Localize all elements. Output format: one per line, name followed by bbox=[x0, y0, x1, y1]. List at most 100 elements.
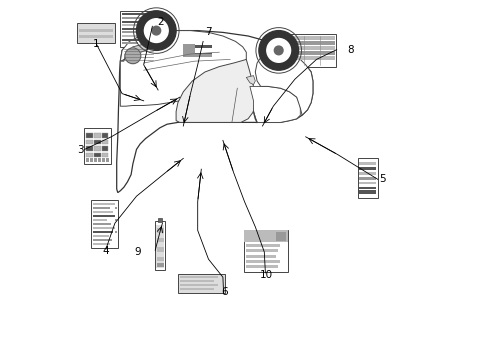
Bar bbox=[93, 235, 108, 237]
Text: 3: 3 bbox=[77, 145, 84, 156]
Bar bbox=[289, 41, 334, 45]
Bar bbox=[122, 31, 135, 33]
Polygon shape bbox=[249, 86, 300, 122]
Bar bbox=[122, 17, 141, 19]
Bar bbox=[195, 45, 211, 48]
Bar bbox=[195, 53, 211, 55]
Bar bbox=[94, 147, 101, 150]
Bar bbox=[180, 280, 214, 282]
Circle shape bbox=[136, 11, 176, 50]
Circle shape bbox=[152, 26, 161, 35]
Bar bbox=[275, 231, 286, 241]
Bar bbox=[246, 244, 280, 247]
FancyBboxPatch shape bbox=[180, 40, 215, 61]
Bar bbox=[357, 158, 377, 198]
Bar bbox=[86, 147, 93, 150]
Bar bbox=[77, 23, 115, 43]
Text: 5: 5 bbox=[378, 174, 385, 184]
Bar bbox=[93, 239, 112, 242]
Text: 6: 6 bbox=[221, 287, 227, 297]
Bar bbox=[98, 158, 101, 162]
Text: 1: 1 bbox=[93, 39, 99, 49]
Bar bbox=[359, 172, 375, 175]
Bar bbox=[244, 230, 287, 242]
Bar bbox=[155, 221, 165, 270]
Polygon shape bbox=[120, 43, 162, 61]
Bar bbox=[289, 46, 334, 50]
Bar bbox=[93, 215, 114, 217]
Text: 8: 8 bbox=[346, 45, 353, 55]
Bar bbox=[359, 192, 375, 194]
Bar bbox=[156, 257, 163, 261]
Bar bbox=[94, 153, 101, 157]
Bar bbox=[79, 35, 113, 38]
Bar bbox=[90, 158, 93, 162]
Bar bbox=[122, 21, 145, 23]
Bar bbox=[93, 211, 113, 213]
Bar bbox=[102, 147, 108, 150]
Circle shape bbox=[144, 19, 168, 42]
Text: 9: 9 bbox=[134, 247, 141, 257]
Bar bbox=[180, 284, 218, 286]
Bar bbox=[359, 190, 375, 194]
Bar bbox=[246, 260, 280, 263]
Bar bbox=[102, 140, 108, 144]
Bar bbox=[91, 200, 118, 248]
Bar bbox=[84, 128, 111, 164]
Polygon shape bbox=[255, 53, 312, 115]
Bar bbox=[246, 265, 277, 268]
Bar bbox=[93, 219, 107, 221]
Bar bbox=[180, 288, 214, 291]
Bar bbox=[93, 243, 110, 246]
Bar bbox=[246, 255, 275, 258]
Text: 2: 2 bbox=[157, 17, 164, 27]
Circle shape bbox=[125, 48, 141, 64]
Bar bbox=[156, 228, 163, 233]
Text: 4: 4 bbox=[102, 246, 109, 256]
Bar bbox=[289, 51, 334, 55]
Circle shape bbox=[266, 39, 290, 62]
Bar bbox=[359, 182, 375, 184]
Bar bbox=[359, 162, 375, 165]
Bar bbox=[289, 36, 334, 40]
Bar bbox=[122, 24, 138, 26]
Polygon shape bbox=[117, 31, 312, 193]
Bar bbox=[289, 56, 334, 60]
Bar bbox=[102, 134, 108, 138]
Bar bbox=[102, 153, 108, 157]
Bar bbox=[94, 134, 101, 138]
Bar bbox=[146, 35, 149, 37]
Bar bbox=[146, 21, 149, 23]
Polygon shape bbox=[176, 59, 255, 122]
Bar bbox=[94, 140, 101, 144]
Bar bbox=[94, 158, 97, 162]
Bar bbox=[115, 231, 117, 233]
Bar bbox=[120, 11, 151, 47]
Bar bbox=[115, 219, 117, 221]
Bar bbox=[122, 42, 138, 44]
Circle shape bbox=[258, 31, 298, 70]
Polygon shape bbox=[120, 31, 246, 106]
Bar bbox=[246, 249, 277, 252]
Bar bbox=[93, 203, 114, 205]
Bar bbox=[180, 276, 218, 278]
Bar bbox=[156, 225, 164, 268]
Bar bbox=[86, 140, 93, 144]
Circle shape bbox=[274, 46, 283, 55]
Bar bbox=[158, 217, 162, 222]
Bar bbox=[122, 28, 146, 30]
Bar bbox=[79, 29, 113, 32]
Bar bbox=[195, 54, 211, 57]
Bar bbox=[86, 153, 93, 157]
Bar bbox=[122, 13, 146, 15]
Bar bbox=[178, 274, 224, 293]
Bar bbox=[93, 227, 114, 229]
Bar bbox=[93, 207, 110, 209]
Bar bbox=[359, 177, 375, 180]
Bar bbox=[359, 167, 375, 170]
Bar bbox=[93, 231, 113, 233]
Bar bbox=[359, 187, 375, 189]
Bar bbox=[115, 207, 117, 209]
Bar bbox=[122, 39, 145, 41]
Bar bbox=[122, 35, 142, 37]
